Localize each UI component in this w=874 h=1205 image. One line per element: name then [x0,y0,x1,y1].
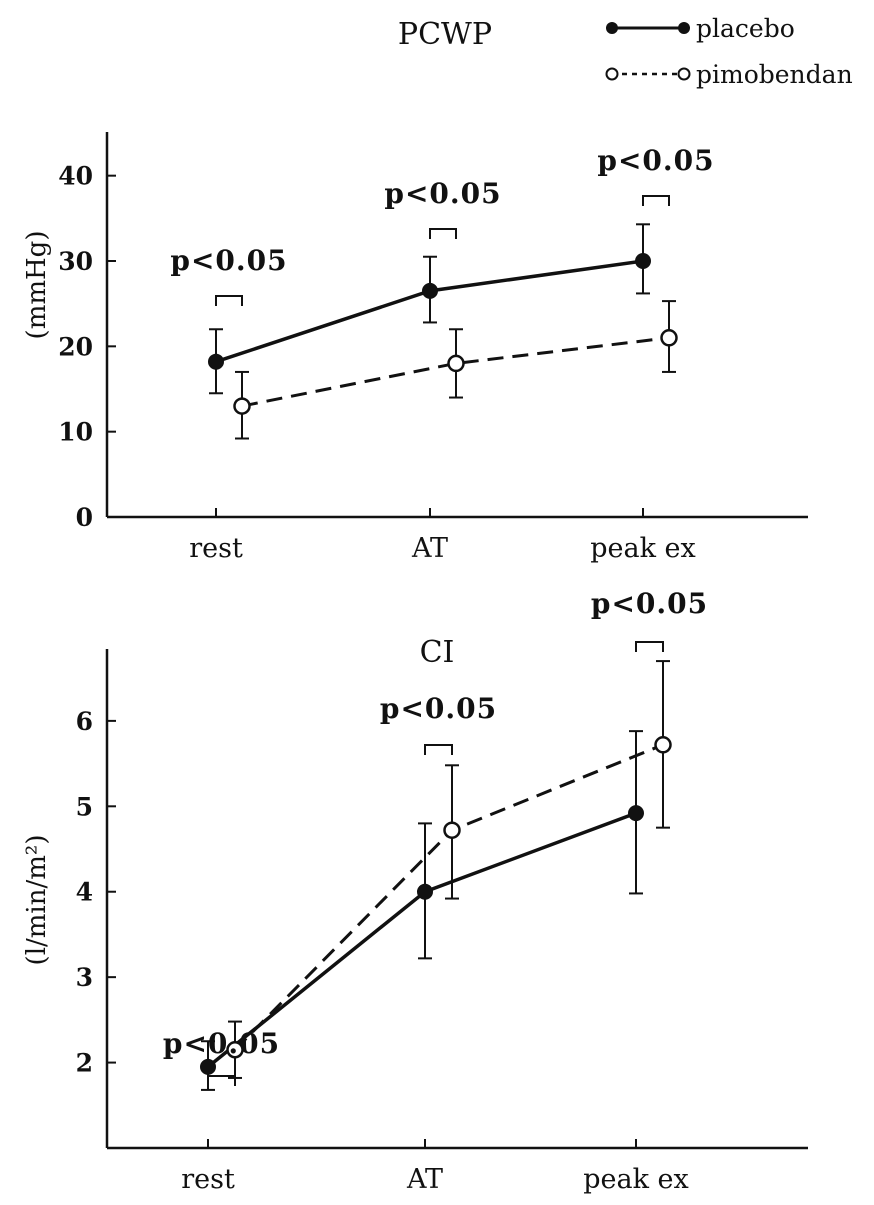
chart-ci-title: CI [420,635,455,670]
chart-ci-ytick-label: 2 [76,1049,93,1078]
chart-ci-significance-bracket [207,1075,236,1086]
chart-pcwp-point-placebo [422,282,438,299]
chart-pcwp-ytick-label: 30 [58,247,93,276]
chart-pcwp-ytick-label: 0 [76,503,93,532]
chart-ci-ytick-label: 4 [76,878,93,907]
legend: placebo pimobendan [605,14,853,89]
chart-ci-xtick-label: AT [406,1164,443,1195]
legend-placebo-marker-left [606,22,618,34]
chart-pcwp-significance-bracket [215,295,243,306]
legend-pimobendan-label: pimobendan [696,60,853,89]
chart-pcwp-ytick-label: 40 [58,162,93,191]
chart-pcwp-point-placebo [635,253,651,269]
chart-pcwp-significance-bracket [642,195,670,206]
chart-ci-xtick-label: peak ex [583,1164,689,1195]
chart-ci-ytick-label: 6 [76,707,93,736]
chart-pcwp-significance-label: p<0.05 [384,177,501,210]
chart-ci-marks: p<0.05 p<0.05 p<0.05 [163,587,708,1091]
chart-pcwp-axes: 0 10 20 30 40 rest AT peak ex [58,132,808,564]
chart-pcwp-point-pimobendan [233,397,251,415]
chart-ci-axes: 2 3 4 5 6 rest AT peak ex [76,649,808,1195]
chart-pcwp-title: PCWP [398,17,492,52]
chart-ci-ytick-label: 5 [76,792,93,821]
chart-ci-series-line-pimobendan [233,743,664,1051]
chart-pcwp-point-pimobendan [447,354,465,373]
chart-pcwp-significance-label: p<0.05 [597,144,714,177]
chart-pcwp-xtick-label: rest [189,533,243,564]
chart-ci-significance-bracket [424,744,453,755]
chart-pcwp-significance-bracket [429,228,457,239]
chart-pcwp-ylabel: (mmHg) [22,231,52,340]
chart-ci-xtick-label: rest [181,1164,235,1195]
chart-ci-point-placebo [628,805,644,822]
chart-ci-point-placebo [200,1058,216,1075]
chart-pcwp-marks: p<0.05 p<0.05 p<0.05 [170,144,714,440]
chart-pcwp-point-placebo [208,353,224,370]
chart-ci-ylabel: (l/min/m²) [22,835,52,966]
chart-ci-ytick-label: 3 [76,963,93,992]
chart-pcwp-ytick-label: 20 [58,332,93,361]
chart-pcwp-ytick-label: 10 [58,418,93,447]
chart-ci-significance-label: p<0.05 [163,1027,280,1060]
chart-ci-point-pimobendan [443,821,461,839]
chart-ci-significance-label: p<0.05 [380,692,497,725]
legend-placebo-marker-right [678,22,690,34]
legend-pimobendan-marker-left [605,67,619,81]
chart-ci-point-pimobendan [226,1041,244,1059]
legend-entry-placebo: placebo [606,14,795,43]
legend-placebo-label: placebo [696,14,795,43]
chart-ci-significance-bracket [635,641,664,652]
legend-entry-pimobendan: pimobendan [605,60,853,89]
chart-pcwp-xtick-label: peak ex [590,533,696,564]
chart-pcwp-point-pimobendan [660,329,678,347]
chart-ci-point-placebo [417,883,433,900]
chart-pcwp-xtick-label: AT [411,533,448,564]
chart-ci-point-pimobendan [654,736,672,754]
chart-pcwp-series-line-pimobendan [241,336,670,408]
chart-pcwp-significance-label: p<0.05 [170,244,287,277]
chart-pcwp: PCWP (mmHg) 0 10 20 30 40 rest AT peak ex p<0.0… [22,17,808,564]
chart-ci-significance-label: p<0.05 [591,587,708,620]
legend-pimobendan-marker-right [677,67,691,81]
